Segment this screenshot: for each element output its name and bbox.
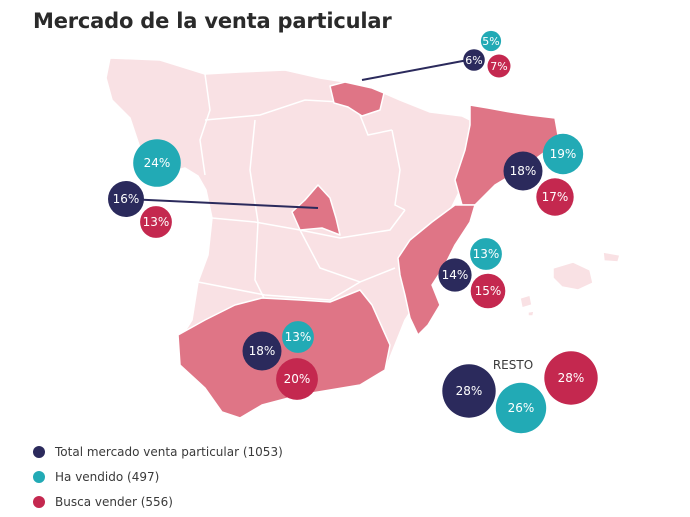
legend-item-busca: Busca vender (556): [33, 489, 283, 514]
leader-lines: [125, 59, 469, 209]
bubble-label-total-0: 6%: [465, 54, 482, 67]
bubble-total-0: [463, 49, 485, 71]
formentera: [527, 310, 535, 317]
mallorca: [552, 261, 594, 291]
bubble-busca-1: [140, 206, 172, 238]
ibiza: [519, 294, 533, 309]
legend-label-vendido: Ha vendido (497): [55, 469, 160, 484]
legend-item-vendido: Ha vendido (497): [33, 464, 283, 489]
bubble-total-4: [242, 331, 282, 371]
bubble-vendido-0: [480, 30, 502, 52]
bubble-label-busca-2: 17%: [542, 190, 569, 204]
bubble-label-vendido-4: 13%: [285, 330, 312, 344]
bubbles: 6%5% 7% 16% 24% 13% 18% 19% 17% 14% 13% 15% 18% 13% 2…: [108, 30, 598, 434]
bubble-label-total-5: 28%: [456, 384, 483, 398]
leader-line-madrid: [125, 198, 319, 209]
chart-title: Mercado de la venta particular: [33, 9, 392, 33]
legend-label-busca: Busca vender (556): [55, 494, 173, 509]
bubble-vendido-5: [495, 382, 547, 434]
region-pais-vasco: [329, 81, 385, 117]
bubble-label-vendido-0: 5%: [482, 35, 499, 48]
bubble-label-total-2: 18%: [510, 164, 537, 178]
bubble-total-5: [442, 364, 496, 418]
bubble-label-vendido-3: 13%: [473, 247, 500, 261]
menorca: [602, 251, 621, 263]
region-valencia: [397, 204, 476, 336]
bubble-label-total-3: 14%: [442, 268, 469, 282]
bubble-busca-2: [536, 178, 574, 216]
bubble-label-vendido-1: 24%: [144, 156, 171, 170]
legend-dot-vendido: [33, 470, 45, 483]
legend-label-total: Total mercado venta particular (1053): [55, 444, 283, 459]
region-andalucia: [177, 289, 391, 419]
bubble-total-3: [438, 258, 472, 292]
bubble-busca-4: [276, 358, 318, 400]
legend-dot-busca: [33, 495, 45, 508]
bubble-vendido-2: [542, 133, 584, 175]
legend-item-total: Total mercado venta particular (1053): [33, 439, 283, 464]
bubble-vendido-4: [282, 321, 314, 353]
bubble-busca-0: [487, 54, 511, 78]
legend: Total mercado venta particular (1053) Ha…: [33, 439, 283, 514]
bubble-label-busca-0: 7%: [490, 60, 507, 73]
bubble-vendido-3: [470, 238, 502, 270]
bubble-label-total-1: 16%: [113, 192, 140, 206]
bubble-label-busca-5: 28%: [558, 371, 585, 385]
legend-dot-total: [33, 445, 45, 458]
region-madrid: [291, 184, 341, 236]
bubble-total-2: [503, 151, 543, 191]
map-highlighted-regions: [177, 81, 559, 419]
bubble-vendido-1: [133, 139, 181, 187]
bubble-label-busca-3: 15%: [475, 284, 502, 298]
bubble-busca-5: [544, 351, 598, 405]
leader-line-pais-vasco: [361, 59, 469, 81]
bubble-busca-3: [470, 273, 506, 309]
region-label-5: RESTO: [493, 358, 533, 372]
bubble-total-1: [108, 181, 144, 217]
bubble-label-vendido-2: 19%: [550, 147, 577, 161]
bubble-label-busca-1: 13%: [143, 215, 170, 229]
bubble-label-busca-4: 20%: [284, 372, 311, 386]
bubble-label-vendido-5: 26%: [508, 401, 535, 415]
bubble-label-total-4: 18%: [249, 344, 276, 358]
